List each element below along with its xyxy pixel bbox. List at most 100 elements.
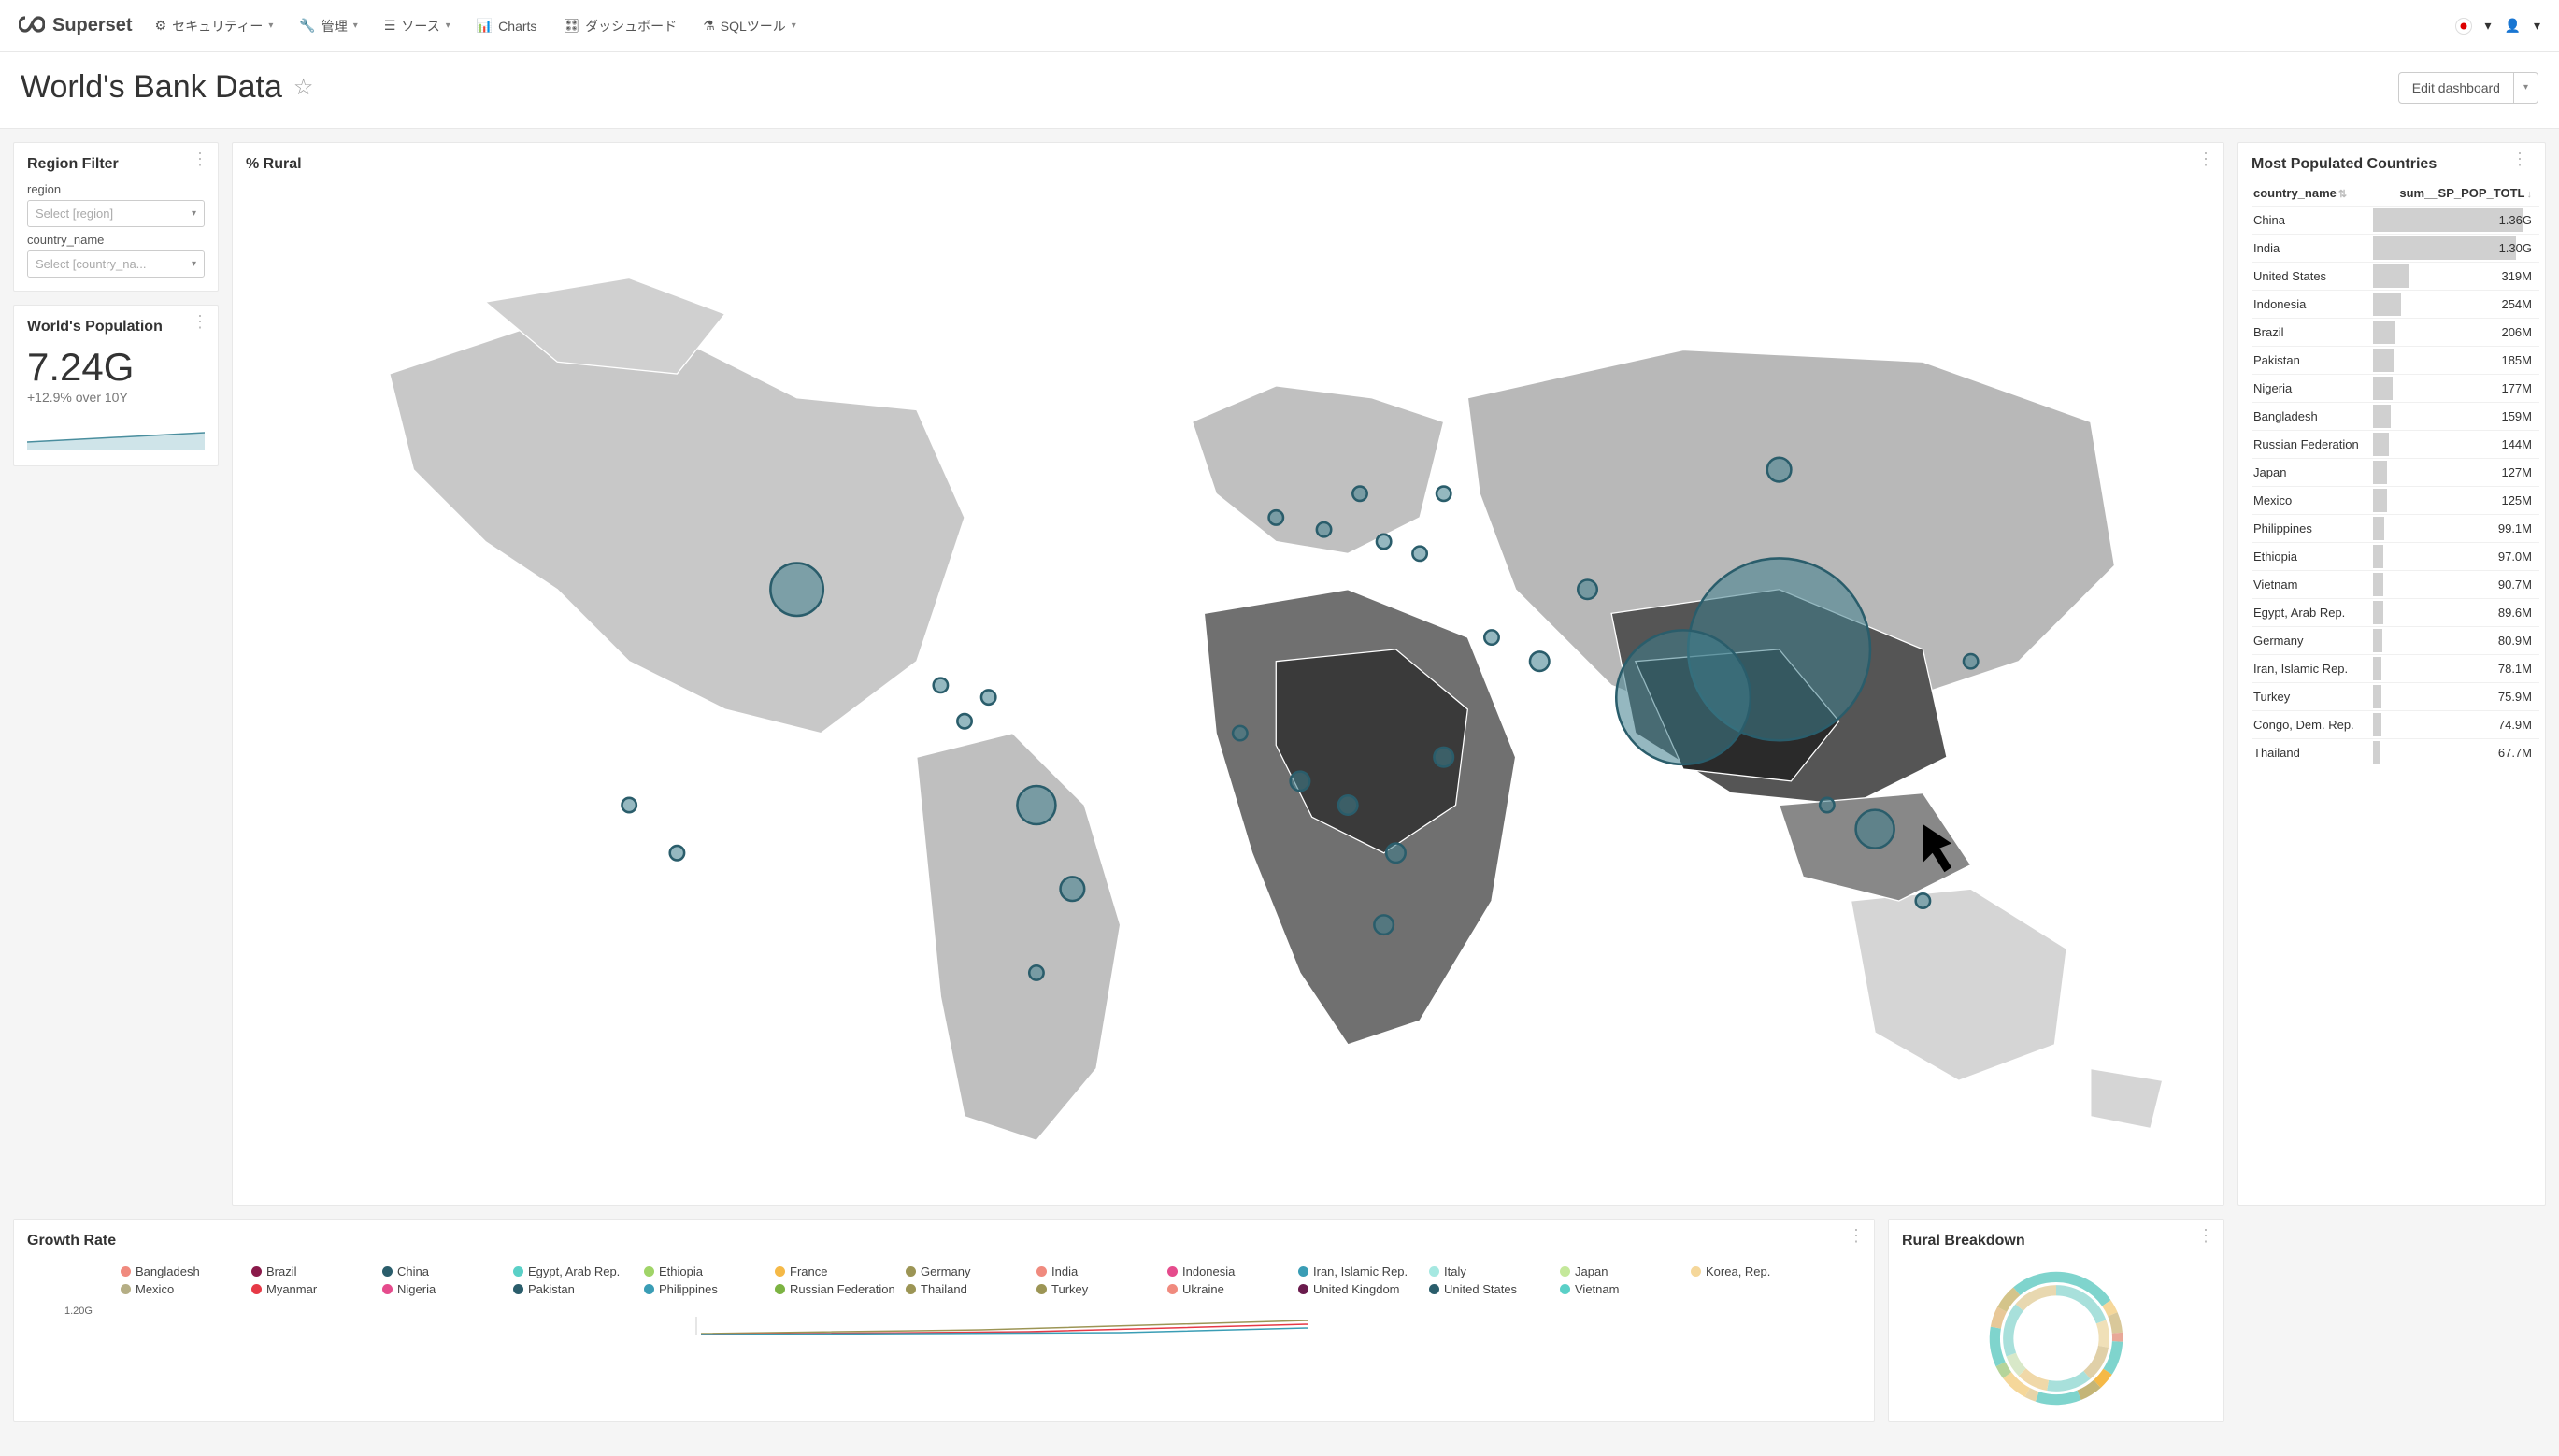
legend-item[interactable]: Nigeria	[382, 1282, 513, 1296]
donut-wrap	[1902, 1259, 2210, 1408]
table-row[interactable]: Iran, Islamic Rep.78.1M	[2252, 654, 2539, 682]
nav-dashboards[interactable]: 🎛ダッシュボード	[563, 17, 677, 36]
table-row[interactable]: Nigeria177M	[2252, 374, 2539, 402]
rural-donut-chart[interactable]	[1944, 1268, 2168, 1408]
growth-lines-preview	[64, 1317, 1898, 1335]
chevron-down-icon: ▾	[792, 21, 796, 31]
panel-menu-icon[interactable]: ⋮	[1848, 1233, 1865, 1239]
table-row[interactable]: Thailand67.7M	[2252, 738, 2539, 766]
legend-item[interactable]: Korea, Rep.	[1691, 1264, 1822, 1278]
filter-label-region: region	[27, 182, 205, 196]
chevron-down-icon[interactable]: ▾	[2534, 18, 2540, 34]
nav-sources[interactable]: ☰ソース▾	[384, 17, 450, 36]
table-header: country_name⇅ sum__SP_POP_TOTL↓	[2252, 182, 2545, 206]
star-icon[interactable]: ☆	[293, 74, 314, 101]
table-row[interactable]: Mexico125M	[2252, 486, 2539, 514]
panel-menu-icon[interactable]: ⋮	[2511, 156, 2528, 163]
growth-legend: BangladeshBrazilChinaEgypt, Arab Rep.Eth…	[27, 1259, 1861, 1296]
population-panel: ⋮ World's Population 7.24G +12.9% over 1…	[13, 305, 219, 466]
gears-icon: ⚙	[155, 18, 167, 34]
panel-menu-icon[interactable]: ⋮	[192, 319, 208, 325]
locale-flag-jp[interactable]	[2455, 18, 2472, 35]
legend-item[interactable]: Brazil	[251, 1264, 382, 1278]
table-row[interactable]: Ethiopia97.0M	[2252, 542, 2539, 570]
legend-item[interactable]: Pakistan	[513, 1282, 644, 1296]
legend-item[interactable]: Egypt, Arab Rep.	[513, 1264, 644, 1278]
legend-item[interactable]: France	[775, 1264, 906, 1278]
table-row[interactable]: Pakistan185M	[2252, 346, 2539, 374]
legend-item[interactable]: India	[1036, 1264, 1167, 1278]
sort-icon: ⇅	[2338, 189, 2347, 200]
growth-rate-panel: ⋮ Growth Rate BangladeshBrazilChinaEgypt…	[13, 1219, 1875, 1422]
panel-menu-icon[interactable]: ⋮	[2197, 156, 2214, 163]
legend-item[interactable]: Philippines	[644, 1282, 775, 1296]
logo-icon	[19, 13, 45, 39]
table-row[interactable]: Japan127M	[2252, 458, 2539, 486]
legend-item[interactable]: China	[382, 1264, 513, 1278]
legend-item[interactable]: Ethiopia	[644, 1264, 775, 1278]
legend-item[interactable]: Turkey	[1036, 1282, 1167, 1296]
panel-menu-icon[interactable]: ⋮	[2197, 1233, 2214, 1239]
legend-item[interactable]: Iran, Islamic Rep.	[1298, 1264, 1429, 1278]
legend-item[interactable]: Japan	[1560, 1264, 1691, 1278]
table-row[interactable]: India1.30G	[2252, 234, 2539, 262]
legend-item[interactable]: Italy	[1429, 1264, 1560, 1278]
logo[interactable]: Superset	[19, 13, 133, 39]
table-row[interactable]: United States319M	[2252, 262, 2539, 290]
edit-dashboard-button[interactable]: Edit dashboard	[2398, 72, 2514, 104]
legend-item[interactable]: Ukraine	[1167, 1282, 1298, 1296]
table-row[interactable]: Russian Federation144M	[2252, 430, 2539, 458]
filter-label-country: country_name	[27, 233, 205, 247]
rural-breakdown-panel: ⋮ Rural Breakdown	[1888, 1219, 2224, 1422]
table-row[interactable]: Egypt, Arab Rep.89.6M	[2252, 598, 2539, 626]
population-sub: +12.9% over 10Y	[27, 390, 205, 405]
table-body[interactable]: China1.36GIndia1.30GUnited States319MInd…	[2252, 206, 2545, 766]
legend-item[interactable]: United Kingdom	[1298, 1282, 1429, 1296]
panel-title: Rural Breakdown	[1902, 1233, 2210, 1249]
dashboard-grid: ⋮ Region Filter region Select [region]▾ …	[0, 129, 2559, 1435]
legend-item[interactable]: Bangladesh	[121, 1264, 251, 1278]
legend-item[interactable]: Germany	[906, 1264, 1036, 1278]
titlebar: World's Bank Data☆ Edit dashboard ▾	[0, 52, 2559, 129]
legend-item[interactable]: Thailand	[906, 1282, 1036, 1296]
table-row[interactable]: Philippines99.1M	[2252, 514, 2539, 542]
world-map[interactable]	[246, 182, 2210, 1189]
population-value: 7.24G	[27, 345, 205, 390]
chevron-down-icon: ▾	[192, 259, 196, 269]
nav-security[interactable]: ⚙セキュリティー▾	[155, 17, 274, 36]
bar-chart-icon: 📊	[477, 18, 493, 34]
legend-item[interactable]: Indonesia	[1167, 1264, 1298, 1278]
column-country[interactable]: country_name⇅	[2253, 186, 2399, 200]
table-row[interactable]: China1.36G	[2252, 206, 2539, 234]
table-row[interactable]: Indonesia254M	[2252, 290, 2539, 318]
table-row[interactable]: Bangladesh159M	[2252, 402, 2539, 430]
wrench-icon: 🔧	[299, 18, 315, 34]
chevron-down-icon[interactable]: ▾	[2485, 18, 2492, 34]
legend-item[interactable]: Mexico	[121, 1282, 251, 1296]
panel-menu-icon[interactable]: ⋮	[192, 156, 208, 163]
region-select[interactable]: Select [region]▾	[27, 200, 205, 227]
population-sparkline	[27, 421, 205, 450]
populated-countries-panel: ⋮ Most Populated Countries country_name⇅…	[2237, 142, 2546, 1206]
nav-sql[interactable]: ⚗SQLツール▾	[703, 17, 796, 36]
edit-dropdown-button[interactable]: ▾	[2514, 72, 2538, 104]
user-icon[interactable]: 👤	[2505, 18, 2521, 34]
y-axis-label: 1.20G	[27, 1306, 1861, 1317]
legend-item[interactable]: United States	[1429, 1282, 1560, 1296]
logo-text: Superset	[52, 15, 133, 36]
column-population[interactable]: sum__SP_POP_TOTL↓	[2399, 186, 2532, 200]
country-select[interactable]: Select [country_na...▾	[27, 250, 205, 278]
table-row[interactable]: Congo, Dem. Rep.74.9M	[2252, 710, 2539, 738]
nav-manage[interactable]: 🔧管理▾	[299, 17, 357, 36]
legend-item[interactable]: Vietnam	[1560, 1282, 1691, 1296]
table-row[interactable]: Germany80.9M	[2252, 626, 2539, 654]
chevron-down-icon: ▾	[192, 208, 196, 219]
sort-desc-icon: ↓	[2527, 189, 2533, 200]
table-row[interactable]: Turkey75.9M	[2252, 682, 2539, 710]
table-row[interactable]: Brazil206M	[2252, 318, 2539, 346]
legend-item[interactable]: Myanmar	[251, 1282, 382, 1296]
nav-charts[interactable]: 📊Charts	[477, 17, 537, 36]
legend-item[interactable]: Russian Federation	[775, 1282, 906, 1296]
table-row[interactable]: Vietnam90.7M	[2252, 570, 2539, 598]
row-2: ⋮ Growth Rate BangladeshBrazilChinaEgypt…	[13, 1219, 2224, 1422]
